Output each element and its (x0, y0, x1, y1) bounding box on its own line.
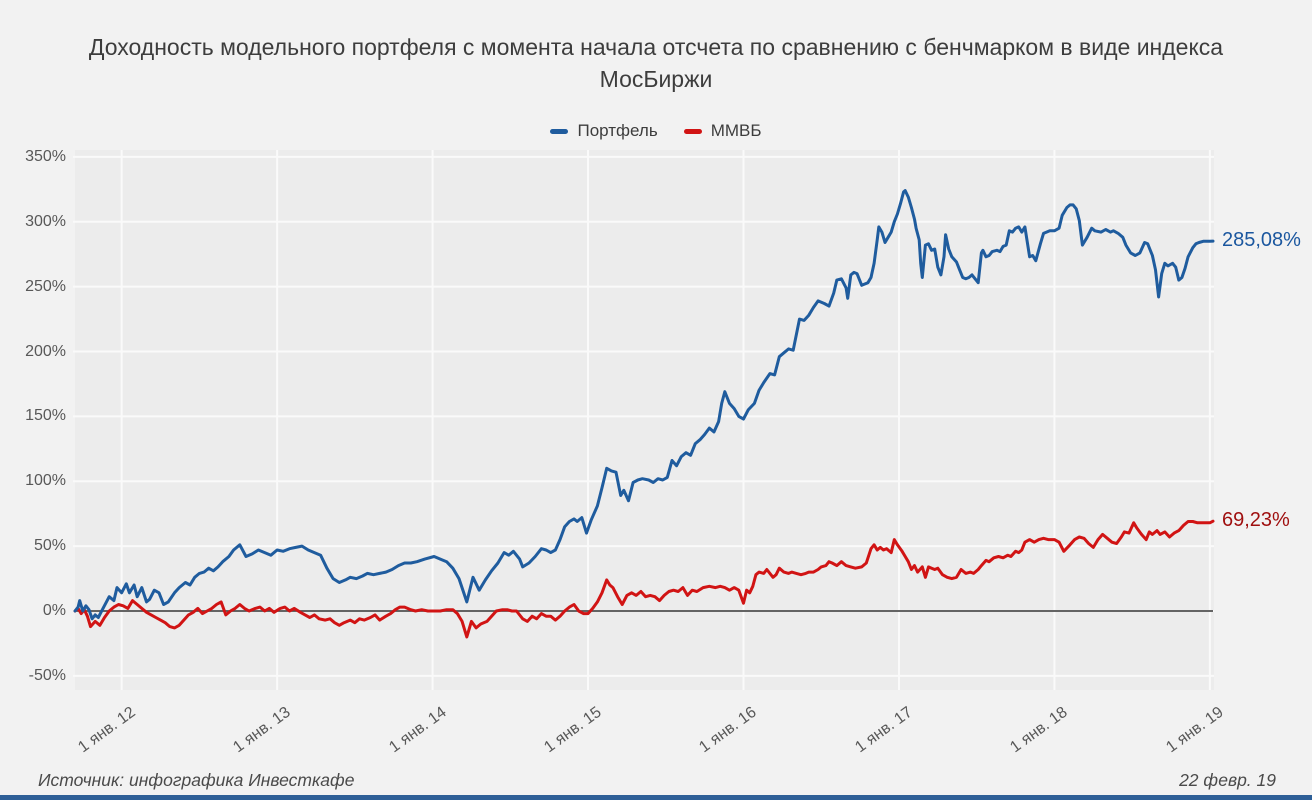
micex-swatch-icon (683, 128, 702, 134)
x-tick-label: 1 янв. 13 (230, 703, 294, 757)
plot-background (75, 150, 1214, 690)
chart-title: Доходность модельного портфеля с момента… (88, 34, 1224, 92)
y-tick-label: 0% (42, 602, 66, 619)
y-tick-label: 150% (25, 407, 66, 425)
y-tick-label: 100% (25, 472, 66, 490)
y-tick-label: 50% (33, 537, 66, 555)
x-tick-label: 1 янв. 19 (1163, 703, 1227, 757)
y-tick-label: 350% (25, 147, 66, 165)
legend-label-portfolio: Портфель (577, 121, 658, 140)
source-note: Источник: инфографика Инвесткафе (38, 770, 355, 790)
legend-item-portfolio: Портфель (550, 121, 658, 141)
x-tick-label: 1 янв. 15 (541, 703, 605, 757)
y-tick-label: -50% (28, 666, 66, 684)
legend-item-micex: ММВБ (683, 121, 762, 141)
legend-label-micex: ММВБ (710, 121, 762, 140)
y-tick-label: 200% (25, 342, 66, 360)
micex-end-value: 69,23% (1222, 509, 1290, 532)
x-tick-label: 1 янв. 16 (696, 703, 761, 757)
portfolio-swatch-icon (550, 128, 569, 134)
chart-legend: Портфель ММВБ (0, 121, 1312, 141)
portfolio-line (73, 189, 1215, 621)
x-tick-label: 1 янв. 12 (74, 703, 139, 757)
x-tick-label: 1 янв. 17 (852, 703, 916, 757)
date-note: 22 февр. 19 (1179, 770, 1276, 790)
micex-line (73, 519, 1215, 639)
bottom-accent-bar (0, 795, 1312, 800)
x-tick-label: 1 янв. 14 (385, 703, 450, 757)
portfolio-end-value: 285,08% (1222, 229, 1301, 252)
x-tick-label: 1 янв. 18 (1007, 703, 1072, 757)
y-tick-label: 250% (25, 277, 66, 295)
y-tick-label: 300% (25, 212, 66, 230)
